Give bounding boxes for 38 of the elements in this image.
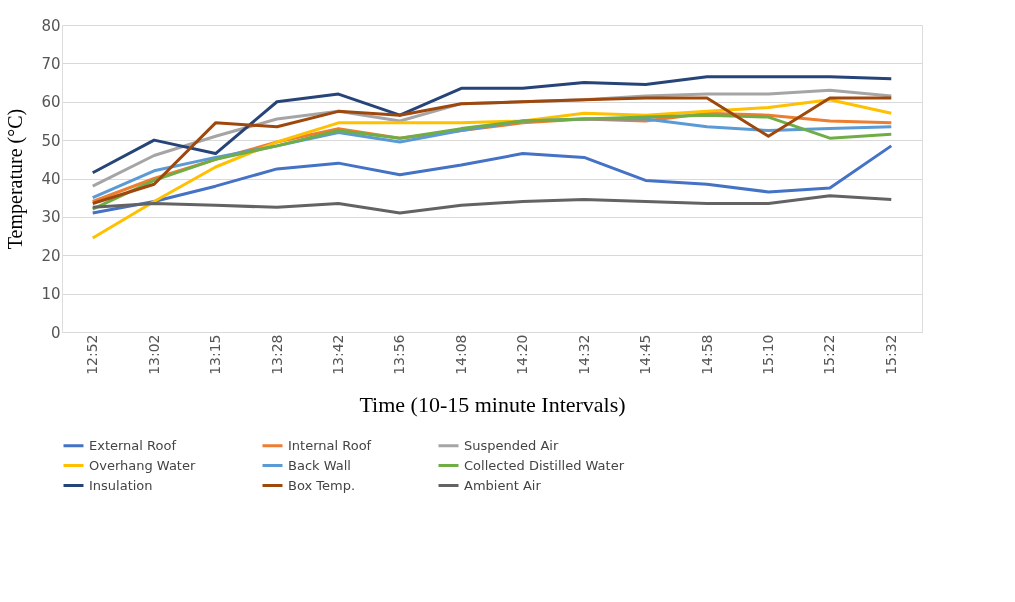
line-series xyxy=(91,98,893,240)
y-tick-label: 70 xyxy=(41,54,61,73)
line-series xyxy=(91,144,893,215)
y-axis-title: Temperature (°C) xyxy=(4,108,28,250)
x-tick-label: 13:15 xyxy=(207,334,224,375)
x-tick-label: 15:10 xyxy=(759,334,776,375)
x-tick-label: 13:42 xyxy=(329,334,346,375)
y-tick-label: 30 xyxy=(41,208,61,227)
y-tick-label: 40 xyxy=(41,170,61,188)
line-series xyxy=(91,194,893,215)
legend-label: Internal Roof xyxy=(288,437,372,453)
line-series xyxy=(91,75,893,175)
legend-label: External Roof xyxy=(89,437,177,453)
x-tick-label: 13:02 xyxy=(145,334,162,375)
y-tick-label: 20 xyxy=(41,246,61,265)
x-tick-label: 14:32 xyxy=(575,334,592,375)
x-tick-label: 13:28 xyxy=(268,334,285,375)
x-tick-label: 14:58 xyxy=(698,334,715,375)
x-tick-label: 15:22 xyxy=(821,334,838,375)
legend-label: Suspended Air xyxy=(464,437,559,453)
x-tick-label: 15:32 xyxy=(882,334,899,375)
x-tick-label: 13:56 xyxy=(391,334,408,375)
y-tick-label: 80 xyxy=(41,16,61,35)
y-tick-label: 10 xyxy=(41,285,61,304)
x-tick-label: 12:52 xyxy=(84,334,101,375)
legend-label: Collected Distilled Water xyxy=(464,457,625,473)
x-tick-label: 14:45 xyxy=(637,334,654,375)
y-tick-label: 50 xyxy=(41,131,61,150)
x-tick-label: 14:20 xyxy=(514,334,531,375)
y-tick-label: 60 xyxy=(41,93,61,112)
legend-label: Box Temp. xyxy=(288,477,356,493)
x-axis-title: Time (10-15 minute Intervals) xyxy=(359,391,626,417)
x-tick-label: 14:08 xyxy=(452,334,469,375)
legend-label: Ambient Air xyxy=(464,477,542,493)
y-tick-label: 0 xyxy=(50,323,61,342)
legend-label: Back Wall xyxy=(288,457,351,473)
legend-label: Insulation xyxy=(89,477,153,493)
legend-label: Overhang Water xyxy=(89,457,196,473)
